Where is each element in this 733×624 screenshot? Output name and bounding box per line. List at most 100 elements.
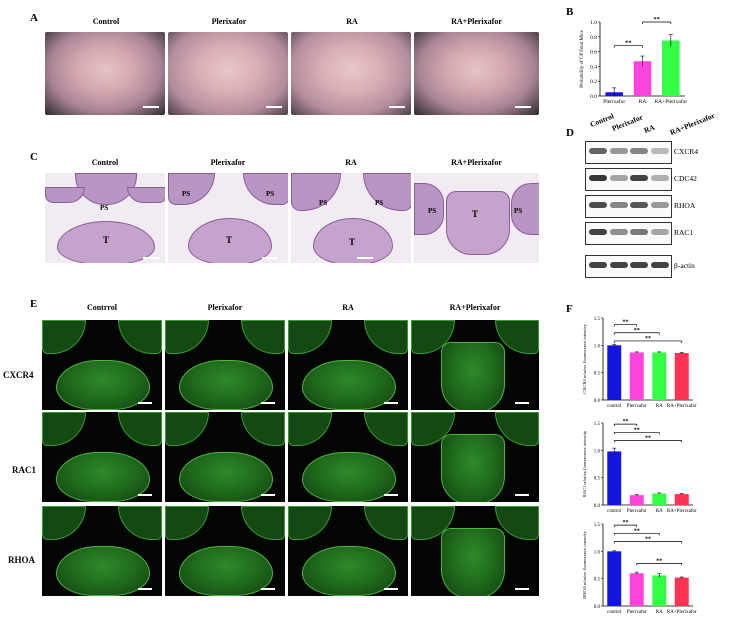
bar-ra-plerixafor (674, 494, 689, 505)
y-tick-label: 1.0 (594, 344, 601, 349)
wb-row-rac1 (585, 222, 672, 245)
wb-band (630, 175, 648, 181)
y-tick-label: 0.2 (590, 79, 597, 85)
panel-label-b: B (566, 6, 574, 18)
a-title-control: Control (92, 17, 120, 26)
x-tick-label: Plerixafor (627, 610, 647, 615)
y-tick-label: 1.0 (594, 550, 601, 555)
chart-f-rhoa: 0.0 0.5 1.0 1.5 RHOA relative fluorescence i… (582, 520, 697, 615)
chart-f-cxcr4: 0.0 0.5 1.0 1.5 CXCR4 relative fluorescence … (582, 317, 697, 409)
wb-band (609, 229, 628, 235)
wb-band (630, 229, 648, 235)
panel-label-a: A (30, 12, 38, 24)
chart-f-rac1: 0.0 0.5 1.0 1.5 RAC1 relative fluorescence i… (582, 419, 697, 514)
label-ps: PS (100, 204, 109, 212)
x-tick-label: RA+Plerixafor (667, 404, 697, 409)
wb-band (650, 148, 669, 154)
panel-label-f: F (566, 303, 573, 315)
significance-mark: ** (645, 336, 651, 342)
c-title-ra-plerixafor: RA+Plerixafor (451, 158, 502, 167)
embryo-photo-ra-plerixafor (414, 32, 539, 115)
label-t: T (472, 209, 479, 219)
label-t: T (103, 235, 110, 245)
y-axis-label: Probability of CP Fetal Mice (580, 29, 585, 87)
x-tick-label: Plerixafor (603, 98, 625, 105)
if-image-rac1-plerixafor (165, 412, 285, 502)
wb-label: RHOA (674, 201, 696, 210)
y-tick-label: 0.5 (594, 578, 601, 583)
significance-mark: ** (656, 558, 662, 564)
significance-mark: ** (645, 536, 651, 542)
y-tick-label: 0.5 (594, 372, 601, 377)
label-t: T (226, 235, 233, 245)
y-tick-label: 1.0 (594, 449, 601, 454)
c-title-control: Control (91, 158, 119, 167)
wb-row-cdc42 (585, 168, 672, 191)
y-tick-label: 1.5 (594, 523, 601, 528)
a-title-ra: RA (346, 17, 358, 26)
wb-band (609, 262, 628, 268)
bar-ra (633, 61, 652, 96)
y-axis-label: CXCR4 relative fluorescence intensity (582, 323, 587, 393)
label-ps-right: PS (514, 207, 523, 215)
he-section-plerixafor: PS PS T (168, 173, 288, 263)
x-tick-label: RA+Plerixafor (654, 98, 687, 105)
bar-ra (652, 493, 667, 505)
bar-ra-plerixafor (674, 352, 689, 400)
if-image-rhoa-ra (288, 506, 408, 596)
if-image-cxcr4-ra-plerixafor (411, 320, 539, 410)
wb-band (650, 202, 669, 208)
x-tick-label: RA+Plerixafor (667, 509, 697, 514)
if-image-rac1-ra-plerixafor (411, 412, 539, 502)
y-tick-label: 1.5 (594, 317, 601, 322)
wb-label: β-actin (674, 261, 695, 270)
if-row-label-cxcr4: CXCR4 (3, 370, 34, 380)
wb-row-rhoa (585, 195, 672, 218)
y-tick-label: 1.0 (590, 20, 597, 26)
significance-mark: ** (623, 419, 629, 425)
panel-label-e: E (30, 298, 38, 310)
wb-band (650, 262, 669, 268)
wb-lane-ra: RA (642, 122, 657, 135)
label-ps-left: PS (319, 199, 328, 207)
a-title-ra-plerixafor: RA+Plerixafor (451, 17, 502, 26)
if-image-rhoa-contrrol (42, 506, 162, 596)
embryo-photo-control (45, 32, 165, 115)
significance-mark: ** (634, 427, 640, 433)
c-title-ra: RA (345, 158, 357, 167)
wb-band (609, 175, 628, 181)
significance-mark: ** (645, 435, 651, 441)
embryo-photo-ra (291, 32, 411, 115)
significance-mark: ** (653, 16, 660, 23)
x-tick-label: RA+Plerixafor (667, 610, 697, 615)
bar-control (607, 451, 622, 505)
if-image-cxcr4-ra (288, 320, 408, 410)
wb-band (650, 175, 669, 181)
bar-plerixafor (629, 573, 644, 606)
e-title-plerixafor: Plerixafor (207, 303, 243, 312)
if-image-rac1-ra (288, 412, 408, 502)
x-tick-label: RA (656, 610, 663, 615)
bar-plerixafor (629, 352, 644, 400)
bar-control (607, 345, 622, 400)
label-ps-right: PS (375, 199, 384, 207)
c-title-plerixafor: Plerixafor (210, 158, 246, 167)
x-tick-label: Plerixafor (627, 404, 647, 409)
label-ps-left: PS (428, 207, 437, 215)
if-image-rhoa-ra-plerixafor (411, 506, 539, 596)
y-tick-label: 0.6 (590, 50, 597, 56)
wb-band (589, 202, 607, 208)
label-ps-right: PS (266, 190, 275, 198)
bar-ra (652, 575, 667, 606)
wb-band (630, 262, 648, 268)
embryo-photo-plerixafor (168, 32, 288, 115)
if-image-rac1-contrrol (42, 412, 162, 502)
wb-band (589, 262, 607, 268)
wb-band (589, 148, 607, 154)
he-section-ra: PS PS T (291, 173, 411, 263)
bar-control (607, 551, 622, 606)
wb-band (630, 202, 648, 208)
if-image-rhoa-plerixafor (165, 506, 285, 596)
y-axis-label: RAC1 relative fluorescence intensity (582, 430, 587, 497)
bar-ra (652, 352, 667, 400)
